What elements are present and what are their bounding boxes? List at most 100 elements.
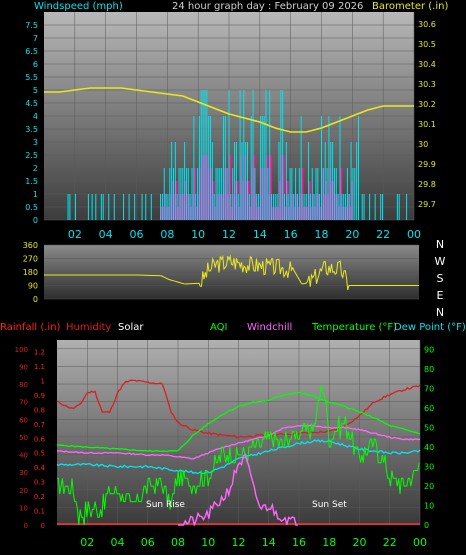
wind-direction-line xyxy=(44,254,419,291)
barometer-line xyxy=(44,87,414,133)
time-tick-label: 02 xyxy=(68,228,82,241)
gust-bar xyxy=(327,194,330,220)
rainfall-tick-label: 1.2 xyxy=(34,349,45,357)
time-tick-label: 02 xyxy=(80,536,94,549)
gust-bar xyxy=(260,168,263,220)
degree-tick-label: 270 xyxy=(23,255,38,264)
compass-label: N xyxy=(436,306,444,319)
gust-bar xyxy=(295,194,298,220)
wind-baro-time-axis: 02 04 06 08 10 12 14 16 18 20 22 00 xyxy=(68,228,421,241)
gust-bar xyxy=(262,168,265,220)
time-tick-label: 14 xyxy=(253,228,267,241)
gust-bar xyxy=(177,207,180,220)
gust-bar xyxy=(269,155,272,220)
temp-humidity-time-axis: 02 04 06 08 10 12 14 16 18 20 22 00 xyxy=(80,536,427,549)
gust-bar xyxy=(336,194,339,220)
gust-bar xyxy=(299,194,302,220)
gust-bar xyxy=(212,181,215,220)
humidity-tick-label: 30 xyxy=(19,469,28,477)
gust-bar xyxy=(179,194,182,220)
solar-line xyxy=(178,453,298,527)
gust-bar xyxy=(180,194,184,220)
gust-bar xyxy=(192,194,195,220)
barometer-tick-label: 30.6 xyxy=(418,20,436,29)
time-tick-label: 04 xyxy=(111,536,125,549)
gust-bar xyxy=(317,194,320,220)
windspeed-tick-label: 5 xyxy=(33,86,38,95)
gust-bar xyxy=(234,181,237,220)
legend-temperature: Temperature (°F) xyxy=(311,322,397,333)
gust-bar xyxy=(182,194,185,220)
gust-bar xyxy=(230,207,234,220)
gust-bar xyxy=(277,207,280,220)
time-tick-label: 10 xyxy=(201,536,215,549)
barometer-tick-label: 30.3 xyxy=(418,80,436,89)
temperature-f-line xyxy=(56,391,421,453)
windspeed-tick-label: 2.5 xyxy=(25,151,38,160)
gust-bar xyxy=(199,168,202,220)
degree-tick-label: 90 xyxy=(28,282,38,291)
windspeed-tick-label: 1.5 xyxy=(25,177,38,186)
gust-bar xyxy=(162,207,165,220)
temperature-tick-label: 10 xyxy=(424,502,434,511)
gust-bar xyxy=(171,181,174,220)
gust-bar xyxy=(229,155,232,220)
temperature-tick-label: 20 xyxy=(424,482,434,491)
temp-humidity-legend: Rainfall (.in) Humidity Solar AQI Windch… xyxy=(0,322,466,333)
gust-bar xyxy=(312,194,315,220)
gust-bar xyxy=(227,194,230,220)
temp-humidity-panel: Rainfall (.in) Humidity Solar AQI Windch… xyxy=(0,322,466,549)
gust-bar xyxy=(341,207,345,220)
gust-bar xyxy=(266,155,269,220)
gust-bar xyxy=(173,194,176,220)
degree-tick-label: 360 xyxy=(23,241,38,250)
gust-bar xyxy=(243,155,246,220)
humidity-tick-label: 100 xyxy=(15,346,28,354)
temperature-tick-label: 70 xyxy=(424,385,434,394)
gust-bar xyxy=(175,181,178,220)
legend-solar: Solar xyxy=(118,322,144,333)
windspeed-tick-label: 3.5 xyxy=(25,125,38,134)
gust-bar xyxy=(291,194,295,220)
gust-bar xyxy=(253,155,256,220)
time-tick-label: 00 xyxy=(413,536,427,549)
barometer-tick-label: 29.8 xyxy=(418,180,436,189)
gust-bar xyxy=(273,207,276,220)
time-tick-label: 16 xyxy=(284,228,298,241)
rainfall-tick-label: 0.5 xyxy=(34,450,45,458)
gust-bar xyxy=(290,194,293,220)
time-tick-label: 04 xyxy=(99,228,113,241)
legend-rainfall: Rainfall (.in) xyxy=(0,322,61,333)
humidity-tick-label: 90 xyxy=(19,363,28,371)
windspeed-tick-label: 5.5 xyxy=(25,73,38,82)
gust-bar xyxy=(303,207,306,220)
temperature-tick-label: 60 xyxy=(424,404,434,413)
gust-bar xyxy=(278,181,282,220)
sunset-annotation: Sun Set xyxy=(312,500,347,510)
windspeed-tick-label: 6 xyxy=(33,60,38,69)
barometer-axis-label: Barometer (.in) xyxy=(372,1,448,12)
temperature-tick-label: 80 xyxy=(424,365,434,374)
legend-aqi: AQI xyxy=(210,322,228,333)
gust-bar xyxy=(225,168,228,220)
gust-bar xyxy=(293,207,296,220)
time-tick-label: 00 xyxy=(407,228,421,241)
gust-bar xyxy=(236,181,239,220)
time-tick-label: 12 xyxy=(222,228,236,241)
gust-bar xyxy=(321,168,324,220)
rainfall-tick-label: 1.1 xyxy=(34,363,45,371)
legend-dew-point: Dew Point (°F) xyxy=(394,322,466,333)
rainfall-tick-label: 0.9 xyxy=(34,392,45,400)
barometer-tick-label: 30.4 xyxy=(418,60,436,69)
gust-bar xyxy=(217,194,221,220)
legend-windchill: Windchill xyxy=(247,322,292,333)
barometer-axis: 29.7 29.8 29.9 30 30.1 30.2 30.3 30.4 30.5 30.6 xyxy=(418,20,436,209)
rainfall-tick-label: 0.1 xyxy=(34,508,45,516)
gust-bar xyxy=(166,207,169,220)
gust-bar xyxy=(210,168,213,220)
barometer-tick-label: 29.9 xyxy=(418,160,436,169)
windspeed-tick-label: 4.5 xyxy=(25,99,38,108)
windspeed-tick-label: 0.5 xyxy=(25,203,38,212)
gust-bar xyxy=(206,155,209,220)
